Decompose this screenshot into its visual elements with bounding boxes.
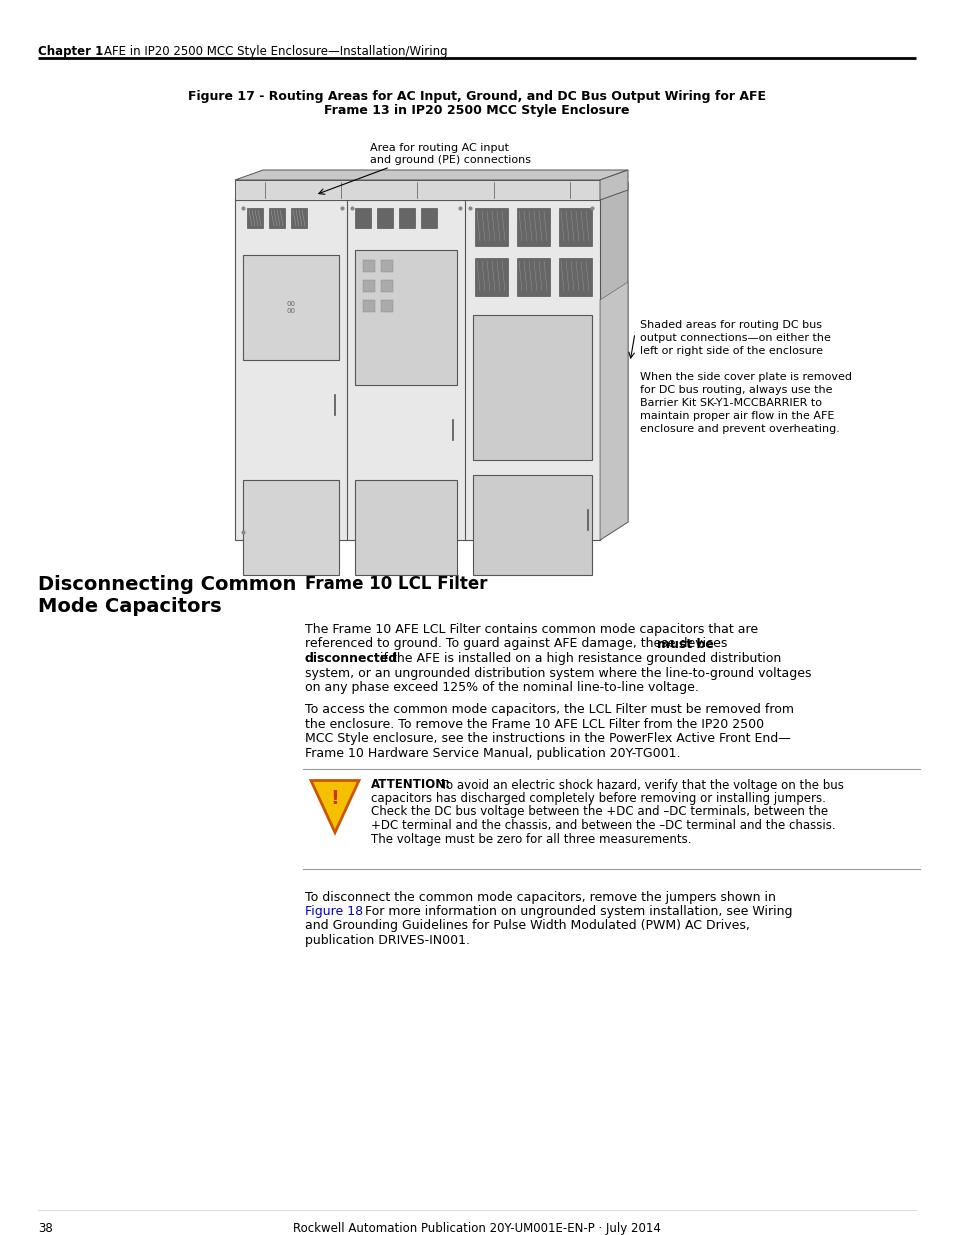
Text: Mode Capacitors: Mode Capacitors bbox=[38, 597, 221, 616]
Text: MCC Style enclosure, see the instructions in the PowerFlex Active Front End—: MCC Style enclosure, see the instruction… bbox=[305, 732, 790, 745]
Text: Barrier Kit SK-Y1-MCCBARRIER to: Barrier Kit SK-Y1-MCCBARRIER to bbox=[639, 398, 821, 408]
Polygon shape bbox=[247, 207, 263, 228]
Text: system, or an ungrounded distribution system where the line-to-ground voltages: system, or an ungrounded distribution sy… bbox=[305, 667, 811, 679]
Text: To access the common mode capacitors, the LCL Filter must be removed from: To access the common mode capacitors, th… bbox=[305, 703, 793, 716]
Polygon shape bbox=[599, 170, 627, 200]
Text: Figure 17 - Routing Areas for AC Input, Ground, and DC Bus Output Wiring for AFE: Figure 17 - Routing Areas for AC Input, … bbox=[188, 90, 765, 103]
Text: . For more information on ungrounded system installation, see Wiring: . For more information on ungrounded sys… bbox=[356, 905, 792, 918]
Text: must be: must be bbox=[657, 637, 713, 651]
Text: 38: 38 bbox=[38, 1221, 52, 1235]
Text: and Grounding Guidelines for Pulse Width Modulated (PWM) AC Drives,: and Grounding Guidelines for Pulse Width… bbox=[305, 920, 749, 932]
Text: +DC terminal and the chassis, and between the –DC terminal and the chassis.: +DC terminal and the chassis, and betwee… bbox=[371, 819, 835, 832]
Polygon shape bbox=[558, 207, 592, 246]
Text: Area for routing AC input: Area for routing AC input bbox=[370, 143, 509, 153]
Text: The Frame 10 AFE LCL Filter contains common mode capacitors that are: The Frame 10 AFE LCL Filter contains com… bbox=[305, 622, 758, 636]
Polygon shape bbox=[234, 180, 599, 200]
Text: Disconnecting Common: Disconnecting Common bbox=[38, 576, 296, 594]
Polygon shape bbox=[420, 207, 436, 228]
Text: The voltage must be zero for all three measurements.: The voltage must be zero for all three m… bbox=[371, 832, 691, 846]
Text: disconnected: disconnected bbox=[305, 652, 397, 664]
Polygon shape bbox=[517, 207, 550, 246]
Polygon shape bbox=[599, 182, 627, 540]
Text: if the AFE is installed on a high resistance grounded distribution: if the AFE is installed on a high resist… bbox=[375, 652, 781, 664]
Text: capacitors has discharged completely before removing or installing jumpers.: capacitors has discharged completely bef… bbox=[371, 792, 825, 805]
Text: the enclosure. To remove the Frame 10 AFE LCL Filter from the IP20 2500: the enclosure. To remove the Frame 10 AF… bbox=[305, 718, 763, 730]
Text: Frame 10 LCL Filter: Frame 10 LCL Filter bbox=[305, 576, 487, 593]
Text: on any phase exceed 125% of the nominal line-to-line voltage.: on any phase exceed 125% of the nominal … bbox=[305, 680, 699, 694]
Text: Shaded areas for routing DC bus: Shaded areas for routing DC bus bbox=[639, 320, 821, 330]
Text: When the side cover plate is removed: When the side cover plate is removed bbox=[639, 372, 851, 382]
Text: output connections—on either the: output connections—on either the bbox=[639, 333, 830, 343]
Text: referenced to ground. To guard against AFE damage, these devices: referenced to ground. To guard against A… bbox=[305, 637, 731, 651]
Polygon shape bbox=[558, 258, 592, 296]
Polygon shape bbox=[363, 261, 375, 272]
Polygon shape bbox=[376, 207, 393, 228]
Text: publication DRIVES-IN001.: publication DRIVES-IN001. bbox=[305, 934, 470, 947]
Text: Figure 18: Figure 18 bbox=[305, 905, 363, 918]
Text: Frame 13 in IP20 2500 MCC Style Enclosure: Frame 13 in IP20 2500 MCC Style Enclosur… bbox=[324, 104, 629, 117]
Text: ATTENTION:: ATTENTION: bbox=[371, 778, 451, 792]
Polygon shape bbox=[234, 182, 627, 200]
Polygon shape bbox=[363, 280, 375, 291]
Polygon shape bbox=[269, 207, 285, 228]
Text: and ground (PE) connections: and ground (PE) connections bbox=[370, 156, 531, 165]
Text: left or right side of the enclosure: left or right side of the enclosure bbox=[639, 346, 822, 356]
Text: To disconnect the common mode capacitors, remove the jumpers shown in: To disconnect the common mode capacitors… bbox=[305, 890, 775, 904]
Polygon shape bbox=[473, 475, 592, 576]
Text: To avoid an electric shock hazard, verify that the voltage on the bus: To avoid an electric shock hazard, verif… bbox=[436, 778, 843, 792]
Polygon shape bbox=[398, 207, 415, 228]
Polygon shape bbox=[243, 254, 338, 359]
Polygon shape bbox=[473, 315, 592, 459]
Text: Check the DC bus voltage between the +DC and –DC terminals, between the: Check the DC bus voltage between the +DC… bbox=[371, 805, 827, 819]
Polygon shape bbox=[234, 170, 627, 180]
Polygon shape bbox=[355, 249, 456, 385]
Polygon shape bbox=[291, 207, 307, 228]
Text: maintain proper air flow in the AFE: maintain proper air flow in the AFE bbox=[639, 411, 834, 421]
Polygon shape bbox=[363, 300, 375, 312]
Polygon shape bbox=[243, 480, 338, 576]
Polygon shape bbox=[380, 261, 393, 272]
Text: for DC bus routing, always use the: for DC bus routing, always use the bbox=[639, 385, 832, 395]
Polygon shape bbox=[475, 258, 507, 296]
Polygon shape bbox=[380, 280, 393, 291]
Polygon shape bbox=[599, 282, 627, 540]
Polygon shape bbox=[475, 207, 507, 246]
Text: Frame 10 Hardware Service Manual, publication 20Y-TG001.: Frame 10 Hardware Service Manual, public… bbox=[305, 746, 679, 760]
Polygon shape bbox=[311, 781, 358, 832]
Text: enclosure and prevent overheating.: enclosure and prevent overheating. bbox=[639, 424, 839, 433]
Polygon shape bbox=[355, 480, 456, 576]
Text: 00
00: 00 00 bbox=[286, 301, 295, 314]
Polygon shape bbox=[355, 207, 371, 228]
Polygon shape bbox=[517, 258, 550, 296]
Polygon shape bbox=[234, 200, 599, 540]
Text: Rockwell Automation Publication 20Y-UM001E-EN-P · July 2014: Rockwell Automation Publication 20Y-UM00… bbox=[293, 1221, 660, 1235]
Text: Chapter 1: Chapter 1 bbox=[38, 44, 103, 58]
Polygon shape bbox=[380, 300, 393, 312]
Text: AFE in IP20 2500 MCC Style Enclosure—Installation/Wiring: AFE in IP20 2500 MCC Style Enclosure—Ins… bbox=[104, 44, 447, 58]
Text: !: ! bbox=[331, 789, 339, 808]
